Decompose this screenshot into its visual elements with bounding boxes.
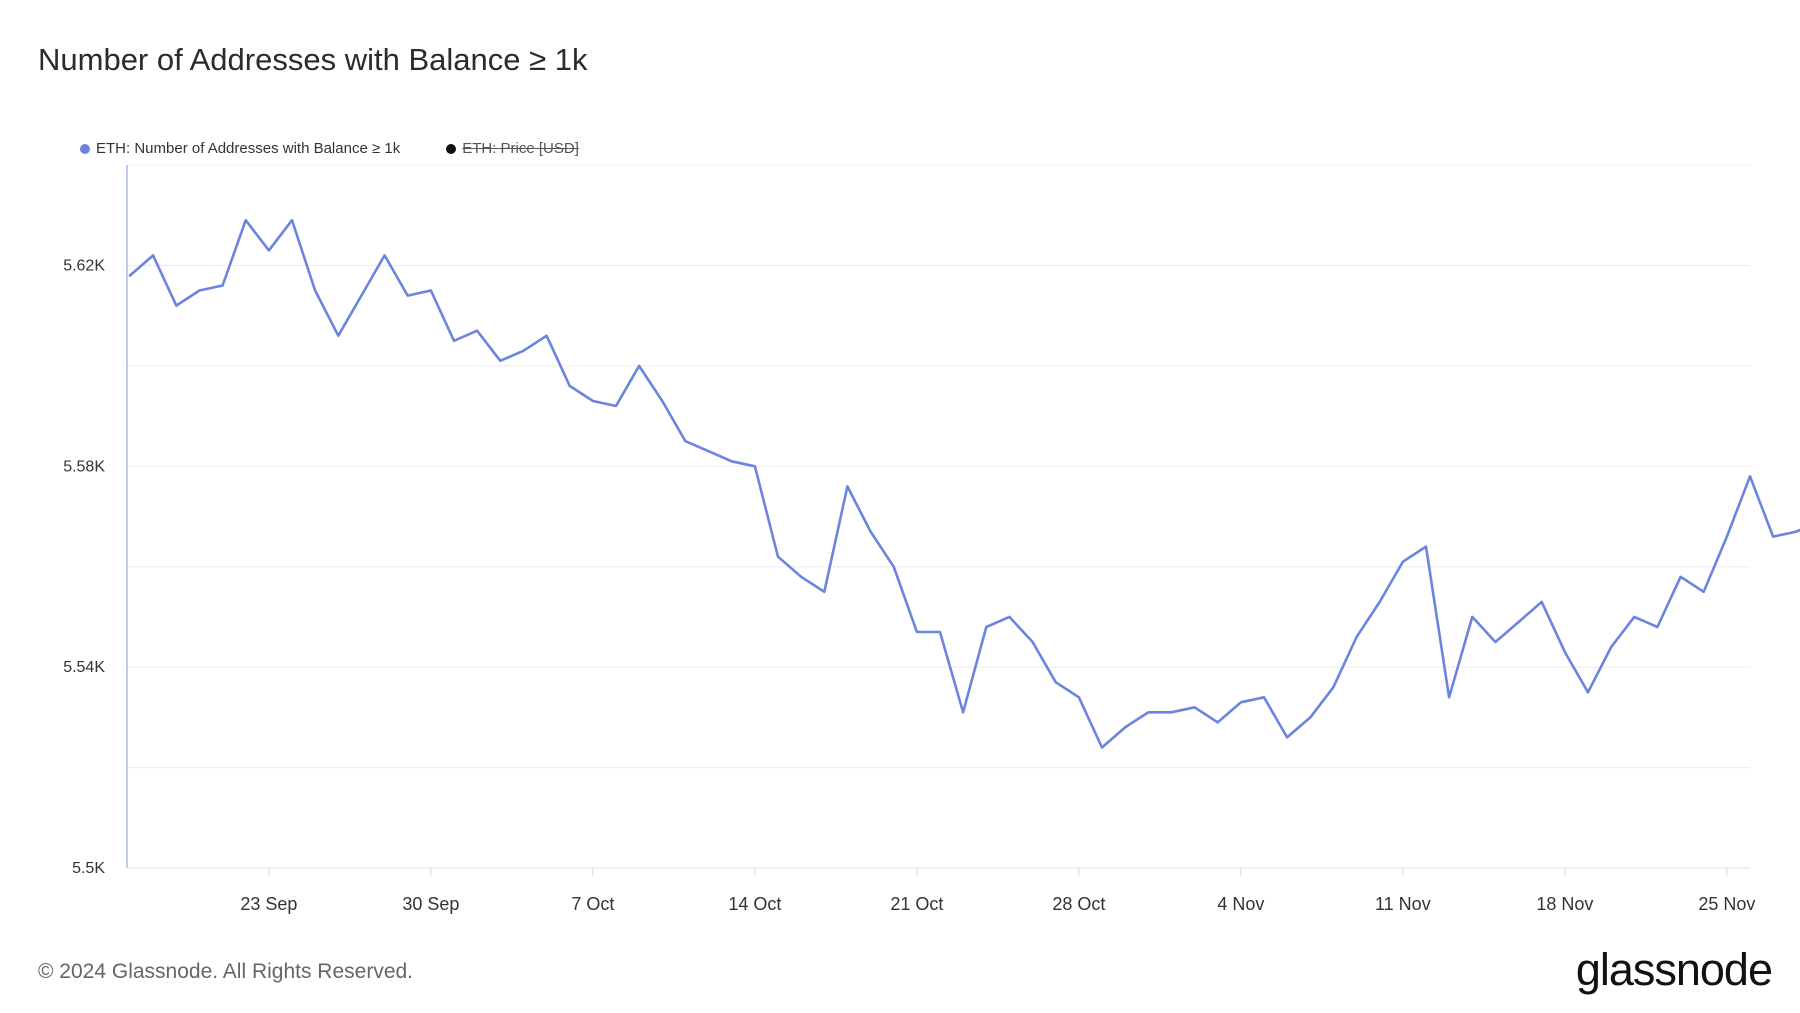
legend-dot-price xyxy=(446,143,457,154)
x-tick-label: 28 Oct xyxy=(1052,894,1105,914)
grid-lines xyxy=(127,164,1750,869)
y-tick-label: 5.5K xyxy=(72,860,105,877)
x-tick-label: 30 Sep xyxy=(402,894,459,914)
x-tick-label: 21 Oct xyxy=(890,894,943,914)
series-layer xyxy=(128,218,1800,749)
x-tick-label: 7 Oct xyxy=(571,894,614,914)
x-tick-label: 18 Nov xyxy=(1536,894,1593,914)
legend-label-addresses: ETH: Number of Addresses with Balance ≥ … xyxy=(96,140,401,157)
legend-dot-addresses xyxy=(80,143,90,154)
x-tick-label: 14 Oct xyxy=(728,894,781,914)
x-axis-ticks: 23 Sep 30 Sep 7 Oct 14 Oct 21 Oct 28 Oct 4 Nov… xyxy=(240,868,1755,914)
chart-legend: ETH: Number of Addresses with Balance ≥ … xyxy=(80,140,625,157)
y-tick-label: 5.58K xyxy=(63,458,105,475)
legend-item-price[interactable]: ETH: Price [USD] xyxy=(446,140,579,157)
x-tick-label: 25 Nov xyxy=(1698,894,1755,914)
y-tick-label: 5.62K xyxy=(63,257,105,274)
legend-item-addresses[interactable]: ETH: Number of Addresses with Balance ≥ … xyxy=(80,140,400,157)
y-tick-label: 5.54K xyxy=(63,659,105,676)
x-tick-label: 4 Nov xyxy=(1217,894,1264,914)
glassnode-logo: glassnode xyxy=(1575,944,1773,995)
chart-title: Number of Addresses with Balance ≥ 1k xyxy=(38,42,588,77)
y-axis-ticks: 5.5K 5.54K 5.58K 5.62K xyxy=(63,257,105,877)
legend-label-price: ETH: Price [USD] xyxy=(462,140,579,157)
x-tick-label: 11 Nov xyxy=(1375,894,1431,914)
series-line-addresses xyxy=(128,218,1800,749)
copyright-text: © 2024 Glassnode. All Rights Reserved. xyxy=(38,960,414,983)
x-tick-label: 23 Sep xyxy=(240,894,297,914)
